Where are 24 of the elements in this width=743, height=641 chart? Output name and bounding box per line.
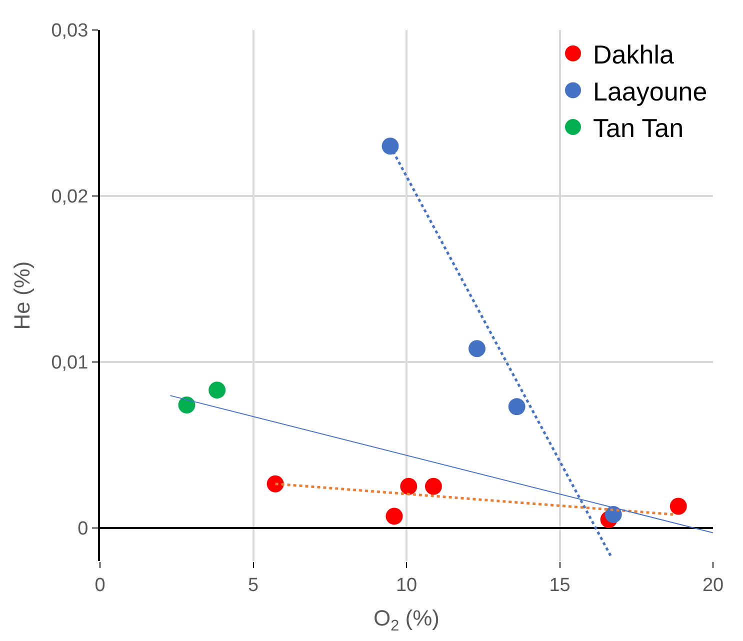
point [382,138,399,155]
y-tick-label: 0,01 [51,352,88,374]
point [178,396,196,414]
y-tick-label: 0,03 [51,20,88,42]
x-axis-title: O$_{2}$ (%) [373,606,440,634]
point [424,478,442,495]
point [508,398,526,416]
y-tick-label: 0,02 [51,186,88,208]
point [400,478,418,495]
legend-label: Dakhla [593,40,674,70]
y-axis-title: He (%) [10,261,35,330]
y-tick-label: 0 [78,518,88,540]
point [670,498,687,515]
x-tick-label: 20 [702,574,724,596]
legend-label: Laayoune [593,76,708,106]
x-tick-label: 5 [248,574,259,596]
x-tick-label: 0 [94,574,106,596]
point [266,475,284,492]
x-tick-label: 10 [396,574,418,596]
x-tick-label: 15 [549,574,570,596]
point [386,508,403,525]
point [208,382,226,399]
point [468,340,486,358]
legend-label: Tan Tan [593,113,684,144]
